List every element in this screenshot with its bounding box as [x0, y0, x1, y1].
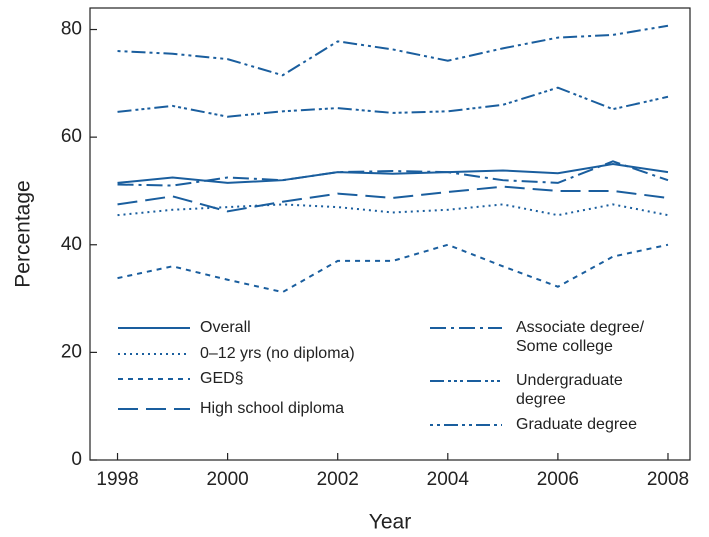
- legend-label: Overall: [200, 319, 251, 336]
- x-tick-label: 2000: [206, 469, 248, 490]
- x-axis-title: Year: [369, 511, 411, 534]
- series-line: [117, 160, 669, 187]
- y-tick-label: 20: [61, 341, 82, 362]
- y-tick-label: 0: [71, 449, 82, 470]
- y-tick-label: 40: [61, 234, 82, 255]
- series-line: [117, 24, 669, 77]
- y-tick-label: 80: [61, 19, 82, 40]
- x-tick-label: 2004: [427, 469, 470, 490]
- y-tick-label: 60: [61, 126, 82, 147]
- x-tick-label: 2006: [537, 469, 579, 490]
- legend-label: High school diploma: [200, 400, 345, 417]
- legend-label: GED§: [200, 370, 244, 387]
- x-tick-label: 2002: [317, 469, 359, 490]
- series-line: [117, 86, 669, 118]
- series-line: [117, 185, 669, 213]
- series-line: [117, 163, 669, 184]
- legend-label: Associate degree/ Some college: [516, 319, 645, 355]
- series-line: [117, 203, 669, 217]
- plot-frame: [89, 7, 691, 461]
- y-axis-title: Percentage: [12, 180, 35, 287]
- legend-label: 0–12 yrs (no diploma): [200, 345, 355, 362]
- x-tick-label: 1998: [96, 469, 138, 490]
- x-tick-label: 2008: [647, 469, 689, 490]
- legend-label: Graduate degree: [516, 416, 637, 433]
- series-line: [117, 243, 669, 294]
- legend-label: Undergraduate degree: [516, 372, 623, 408]
